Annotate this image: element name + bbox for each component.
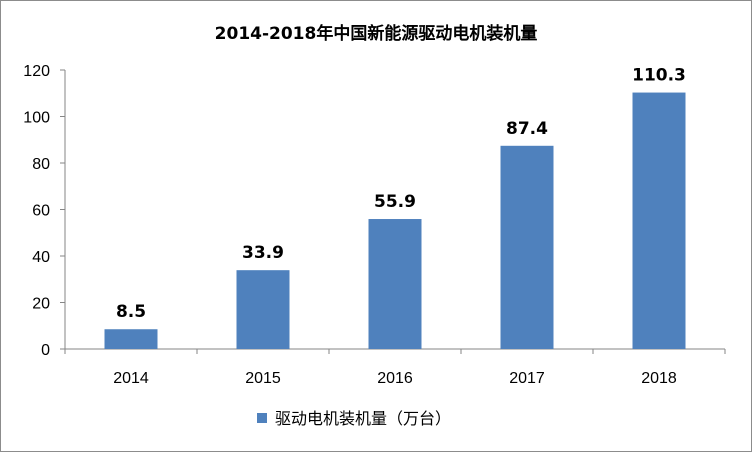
x-tick-label-2016: 2016: [377, 370, 413, 387]
bar-2016: [368, 219, 422, 349]
y-tick-label: 0: [41, 342, 50, 359]
bar-2014: [104, 329, 158, 349]
y-tick-label: 20: [32, 296, 50, 313]
data-label-2016: 55.9: [374, 192, 416, 212]
bars: [104, 92, 686, 350]
data-label-2018: 110.3: [632, 66, 686, 86]
legend-swatch: [257, 413, 267, 423]
bar-2015: [236, 270, 290, 349]
x-tick-label-2015: 2015: [245, 370, 281, 387]
bar-2018: [632, 92, 686, 350]
x-tick-label-2014: 2014: [113, 370, 149, 387]
data-label-2017: 87.4: [506, 119, 548, 139]
x-tick-labels: 2014 2015 2016 2017 2018: [113, 370, 677, 387]
data-label-2015: 33.9: [242, 243, 284, 263]
x-tick-label-2017: 2017: [509, 370, 545, 387]
y-tick-label: 60: [32, 203, 50, 220]
y-tick-label: 120: [23, 63, 50, 80]
data-labels: 8.5 33.9 55.9 87.4 110.3: [116, 66, 686, 323]
data-label-2014: 8.5: [116, 302, 146, 322]
y-tick-label: 100: [23, 110, 50, 127]
y-tick-label: 40: [32, 249, 50, 266]
legend: 驱动电机装机量（万台）: [257, 409, 451, 428]
x-tick-label-2018: 2018: [641, 370, 677, 387]
y-tick-label: 80: [32, 156, 50, 173]
bar-2017: [500, 145, 554, 349]
chart-title: 2014-2018年中国新能源驱动电机装机量: [215, 23, 538, 44]
legend-label: 驱动电机装机量（万台）: [275, 409, 451, 428]
y-tick-labels: 0 20 40 60 80 100 120: [23, 63, 50, 359]
